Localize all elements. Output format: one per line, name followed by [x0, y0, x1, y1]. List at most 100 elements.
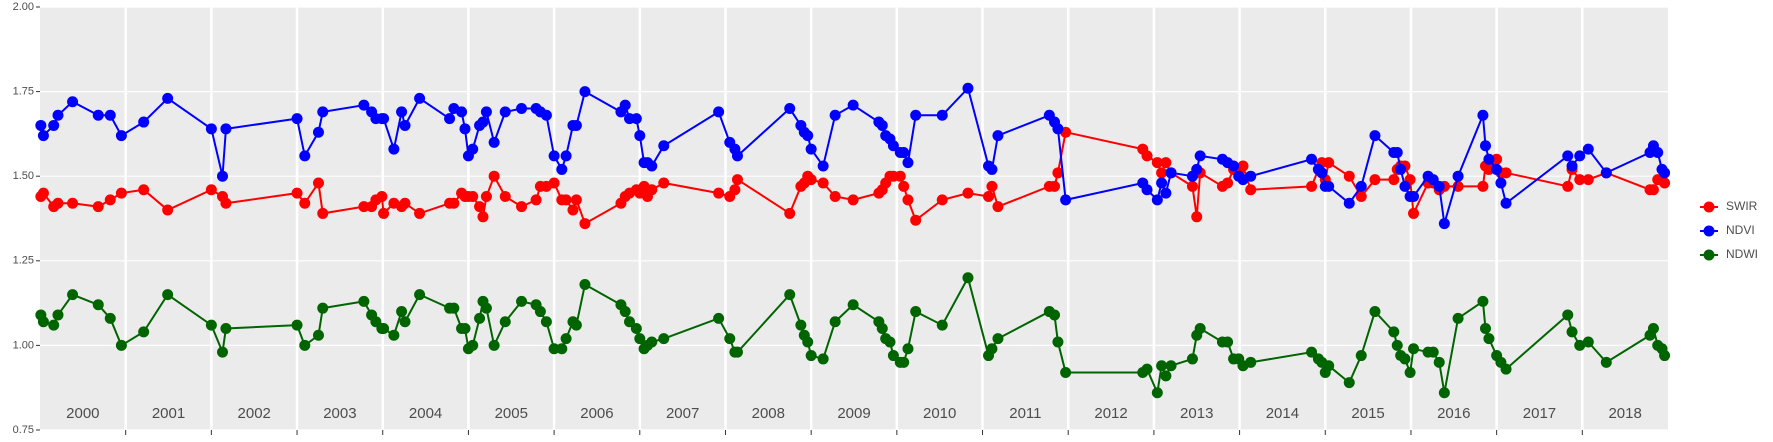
- data-point: [1452, 312, 1464, 324]
- data-point: [480, 191, 492, 203]
- data-point: [396, 106, 408, 118]
- data-point: [48, 119, 60, 131]
- data-point: [1659, 350, 1671, 362]
- data-point: [376, 191, 388, 203]
- data-point: [115, 339, 127, 351]
- data-point: [67, 96, 79, 108]
- data-point: [1156, 177, 1168, 189]
- data-point: [1659, 167, 1671, 179]
- data-point: [1574, 150, 1586, 162]
- data-point: [67, 197, 79, 209]
- data-point: [1165, 167, 1177, 179]
- data-point: [570, 319, 582, 331]
- year-label: 2014: [1266, 405, 1299, 422]
- data-point: [1500, 167, 1512, 179]
- data-point: [530, 194, 542, 206]
- data-point: [658, 177, 670, 189]
- data-point: [467, 191, 479, 203]
- data-point: [1343, 377, 1355, 389]
- data-point: [162, 289, 174, 301]
- data-point: [52, 309, 64, 321]
- data-point: [378, 113, 390, 125]
- data-point: [1160, 370, 1172, 382]
- data-point: [1483, 163, 1495, 175]
- data-point: [731, 346, 743, 358]
- data-point: [1433, 180, 1445, 192]
- data-point: [1427, 346, 1439, 358]
- data-point: [1399, 353, 1411, 365]
- data-point: [1060, 194, 1072, 206]
- data-point: [619, 99, 631, 111]
- data-point: [1574, 339, 1586, 351]
- data-point: [902, 194, 914, 206]
- data-point: [378, 322, 390, 334]
- data-point: [579, 278, 591, 290]
- data-point: [35, 119, 47, 131]
- data-point: [646, 336, 658, 348]
- data-point: [936, 319, 948, 331]
- data-point: [1369, 130, 1381, 142]
- data-point: [986, 343, 998, 355]
- data-point: [516, 103, 528, 115]
- data-point: [1582, 336, 1594, 348]
- data-point: [1194, 150, 1206, 162]
- data-point: [658, 333, 670, 345]
- data-point: [52, 197, 64, 209]
- data-point: [910, 306, 922, 318]
- y-tick-label: 1.00: [13, 339, 34, 351]
- data-point: [898, 356, 910, 368]
- data-point: [898, 147, 910, 159]
- data-point: [516, 201, 528, 213]
- data-point: [1151, 387, 1163, 399]
- data-point: [1156, 167, 1168, 179]
- data-point: [1228, 160, 1240, 172]
- data-point: [499, 191, 511, 203]
- year-label: 2015: [1351, 405, 1384, 422]
- data-point: [713, 106, 725, 118]
- data-point: [1222, 336, 1234, 348]
- data-point: [1160, 157, 1172, 169]
- data-point: [1306, 180, 1318, 192]
- data-point: [1245, 356, 1257, 368]
- data-point: [488, 136, 500, 148]
- data-point: [829, 316, 841, 328]
- data-point: [1052, 336, 1064, 348]
- data-point: [217, 346, 229, 358]
- data-point: [1399, 180, 1411, 192]
- data-point: [1323, 360, 1335, 372]
- year-label: 2012: [1094, 405, 1127, 422]
- data-point: [1408, 191, 1420, 203]
- data-point: [220, 123, 232, 135]
- data-point: [378, 207, 390, 219]
- legend-key-dot: [1703, 201, 1715, 213]
- data-point: [1052, 123, 1064, 135]
- data-point: [456, 106, 468, 118]
- data-point: [1323, 157, 1335, 169]
- data-point: [162, 92, 174, 104]
- data-point: [459, 123, 471, 135]
- data-point: [414, 92, 426, 104]
- data-point: [713, 312, 725, 324]
- data-point: [1049, 180, 1061, 192]
- data-point: [67, 289, 79, 301]
- data-point: [829, 109, 841, 121]
- data-point: [1151, 157, 1163, 169]
- data-point: [291, 319, 303, 331]
- data-point: [876, 119, 888, 131]
- data-point: [1647, 322, 1659, 334]
- data-point: [499, 106, 511, 118]
- data-point: [37, 187, 49, 199]
- data-point: [312, 177, 324, 189]
- data-point: [1186, 180, 1198, 192]
- data-point: [1438, 218, 1450, 230]
- legend-key-dot: [1703, 225, 1715, 237]
- data-point: [983, 191, 995, 203]
- data-point: [1566, 326, 1578, 338]
- legend-label: NDWI: [1726, 247, 1758, 261]
- year-label: 2018: [1608, 405, 1641, 422]
- data-point: [634, 130, 646, 142]
- data-point: [358, 99, 370, 111]
- data-point: [731, 174, 743, 186]
- data-point: [902, 343, 914, 355]
- data-point: [1491, 163, 1503, 175]
